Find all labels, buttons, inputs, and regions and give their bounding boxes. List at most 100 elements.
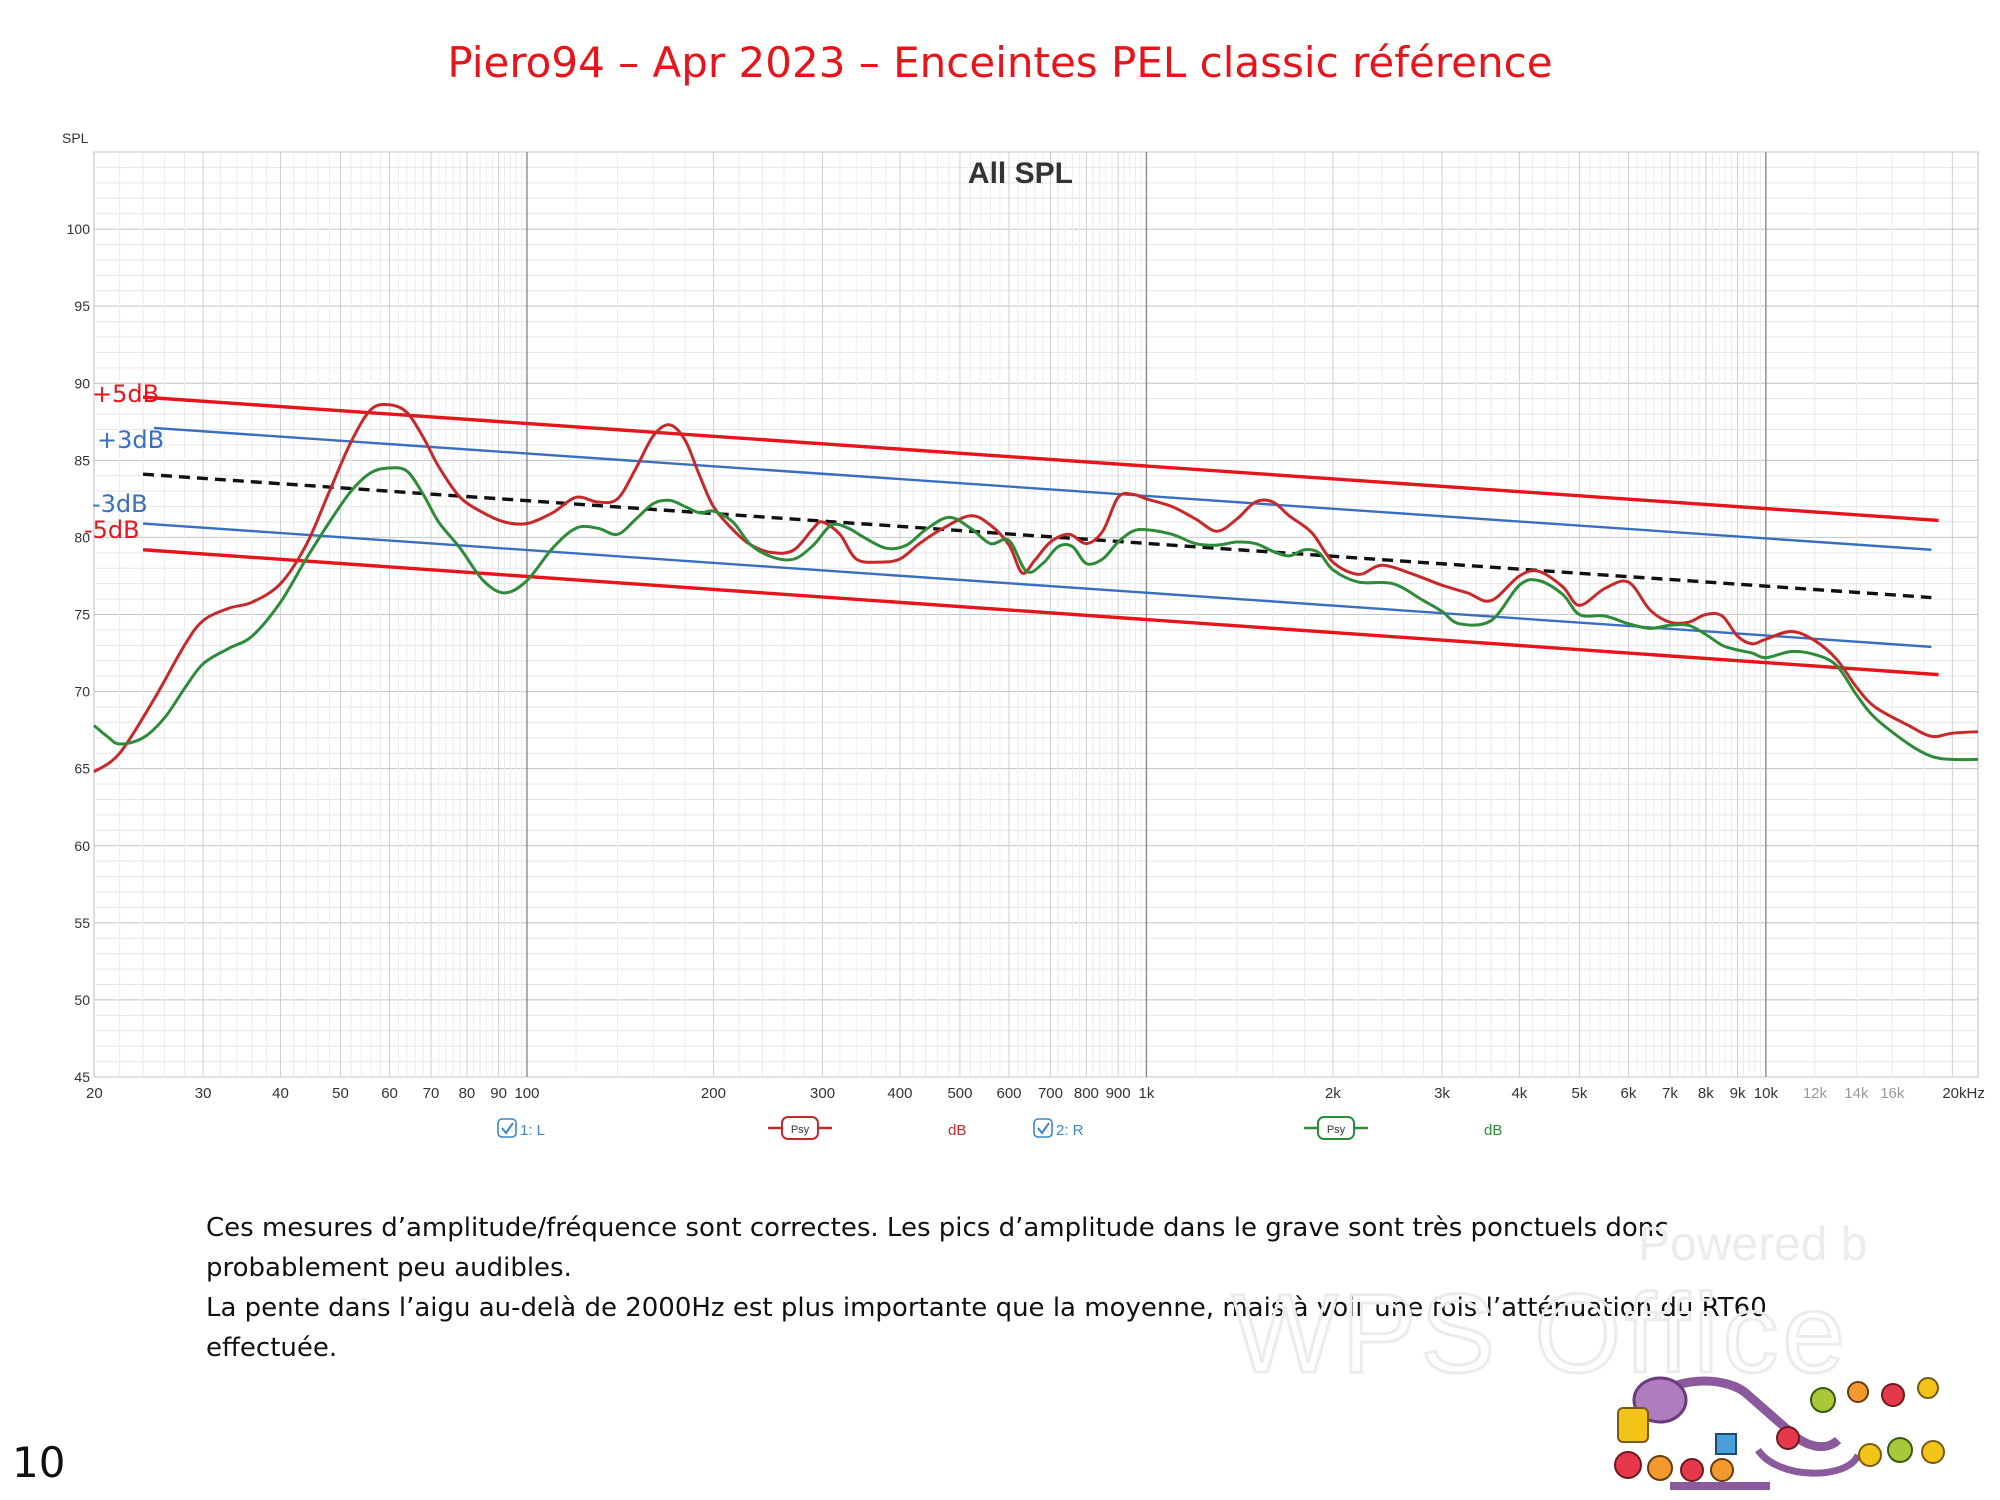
mascot-icon xyxy=(1810,1387,1836,1413)
x-tick-label: 100 xyxy=(514,1085,539,1102)
check-icon xyxy=(501,1122,514,1135)
x-tick-label: 6k xyxy=(1621,1085,1637,1102)
x-tick-label: 50 xyxy=(332,1085,349,1102)
legend-label: 2: R xyxy=(1056,1122,1084,1139)
chart-title: All SPL xyxy=(968,157,1073,190)
legend-psy-badge xyxy=(1317,1116,1355,1140)
x-tick-label: 8k xyxy=(1698,1085,1714,1102)
ref-line--5dB xyxy=(142,548,1939,677)
x-tick-label: 400 xyxy=(887,1085,912,1102)
mascot-icon xyxy=(1680,1458,1704,1482)
x-tick-label: 30 xyxy=(195,1085,212,1102)
caption: Ces mesures d’amplitude/fréquence sont c… xyxy=(206,1208,1846,1368)
ref-line-label: -5dB xyxy=(84,516,140,544)
x-tick-label: 5k xyxy=(1571,1085,1587,1102)
legend-unit: dB xyxy=(948,1122,966,1139)
music-mascots-logo xyxy=(1614,1376,1945,1490)
mascot-icon xyxy=(1647,1455,1673,1481)
legend-psy-text: Psy xyxy=(791,1124,810,1136)
x-tick-label: 500 xyxy=(947,1085,972,1102)
x-tick-label: 900 xyxy=(1106,1085,1131,1102)
caption-line: Ces mesures d’amplitude/fréquence sont c… xyxy=(206,1213,1669,1243)
legend-checkbox xyxy=(497,1118,517,1138)
watermark-powered-by: Powered by xyxy=(1638,1218,1868,1271)
wps-watermark: Powered by WPS Office xyxy=(1231,1218,1869,1380)
mascot-icon xyxy=(1847,1381,1869,1403)
reference-labels: +5dB +3dB -3dB-5dB xyxy=(84,380,164,544)
reference-lines xyxy=(142,395,1939,677)
y-tick-label: 100 xyxy=(67,221,91,237)
mascot-icon xyxy=(1776,1426,1800,1450)
watermark-wps-office: WPS Office xyxy=(1232,1271,1849,1380)
legend-label: 1: L xyxy=(520,1122,545,1139)
x-tick-label: 80 xyxy=(459,1085,476,1102)
mascot-icon xyxy=(1614,1451,1642,1479)
y-tick-label: 65 xyxy=(74,761,90,777)
x-tick-label: 700 xyxy=(1038,1085,1063,1102)
mascot-icon xyxy=(1921,1440,1945,1464)
legend-psy-badge xyxy=(781,1116,819,1140)
y-tick-label: 80 xyxy=(74,529,90,545)
check-icon xyxy=(1037,1122,1050,1135)
x-tick-label: 14k xyxy=(1844,1085,1869,1102)
x-tick-label: 600 xyxy=(996,1085,1021,1102)
x-tick-label: 2k xyxy=(1325,1085,1341,1102)
ref-line-trend xyxy=(142,472,1932,600)
spl-chart: 45 50 55 60 65 70 75 80 85 90 95 100 SPL 20 30 40 50 60 70… xyxy=(62,130,1985,1140)
y-axis-label: SPL xyxy=(62,130,89,146)
caption-line: probablement peu audibles. xyxy=(206,1253,572,1283)
legend-unit: dB xyxy=(1484,1122,1502,1139)
y-tick-label: 95 xyxy=(74,298,90,314)
legend-psy-text: Psy xyxy=(1327,1124,1346,1136)
x-tick-label: 200 xyxy=(701,1085,726,1102)
x-tick-label: 1k xyxy=(1139,1085,1155,1102)
y-tick-label: 55 xyxy=(74,915,90,931)
ref-line-label: +5dB xyxy=(92,380,159,408)
mascot-icon xyxy=(1858,1443,1882,1467)
x-tick-label: 12k xyxy=(1803,1085,1828,1102)
x-tick-label: 800 xyxy=(1074,1085,1099,1102)
ref-line--3dB xyxy=(142,522,1932,649)
stage-icon xyxy=(1670,1482,1770,1490)
mascot-icon xyxy=(1617,1407,1649,1443)
legend-checkbox xyxy=(1033,1118,1053,1138)
series-lines xyxy=(93,402,1979,774)
chart-grid xyxy=(93,151,1979,1078)
x-tick-label: 4k xyxy=(1511,1085,1527,1102)
mascot-icon xyxy=(1710,1458,1734,1482)
y-tick-label: 60 xyxy=(74,838,90,854)
x-tick-label: 10k xyxy=(1754,1085,1779,1102)
chart-axes: 45 50 55 60 65 70 75 80 85 90 95 100 SPL 20 30 40 50 60 70… xyxy=(62,130,1985,1102)
x-tick-label: 60 xyxy=(381,1085,398,1102)
x-tick-label: 40 xyxy=(272,1085,289,1102)
ref-line-label: -3dB xyxy=(92,490,148,518)
x-tick-label: 16k xyxy=(1880,1085,1905,1102)
x-tick-label: 9k xyxy=(1730,1085,1746,1102)
y-tick-label: 90 xyxy=(74,375,90,391)
mascot-icon xyxy=(1881,1383,1905,1407)
x-tick-label: 70 xyxy=(423,1085,440,1102)
x-tick-label: 300 xyxy=(810,1085,835,1102)
page-number: 10 xyxy=(12,1438,66,1487)
y-tick-label: 75 xyxy=(74,607,90,623)
x-tick-label: 3k xyxy=(1434,1085,1450,1102)
x-tick-label: 20kHz xyxy=(1942,1085,1985,1102)
mascot-icon xyxy=(1887,1437,1913,1463)
y-tick-label: 50 xyxy=(74,992,90,1008)
x-tick-label: 90 xyxy=(490,1085,507,1102)
caption-line: effectuée. xyxy=(206,1333,338,1363)
y-tick-label: 70 xyxy=(74,684,90,700)
x-tick-label: 20 xyxy=(86,1085,103,1102)
mascot-icon xyxy=(1917,1377,1939,1399)
ref-line-label: +3dB xyxy=(97,426,164,454)
ref-line-+3dB xyxy=(153,426,1932,551)
series-line-2: R xyxy=(93,466,1979,762)
y-tick-label: 45 xyxy=(74,1069,90,1085)
y-tick-label: 85 xyxy=(74,452,90,468)
ref-line-+5dB xyxy=(142,395,1939,523)
mascot-icon xyxy=(1715,1433,1737,1455)
caption-line: La pente dans l’aigu au-delà de 2000Hz e… xyxy=(206,1293,1767,1323)
chart-legend: 1: L Psy dB 2: R Psy dB xyxy=(497,1116,1502,1140)
x-tick-label: 7k xyxy=(1662,1085,1678,1102)
slide-title: Piero94 – Apr 2023 – Enceintes PEL class… xyxy=(447,38,1553,87)
